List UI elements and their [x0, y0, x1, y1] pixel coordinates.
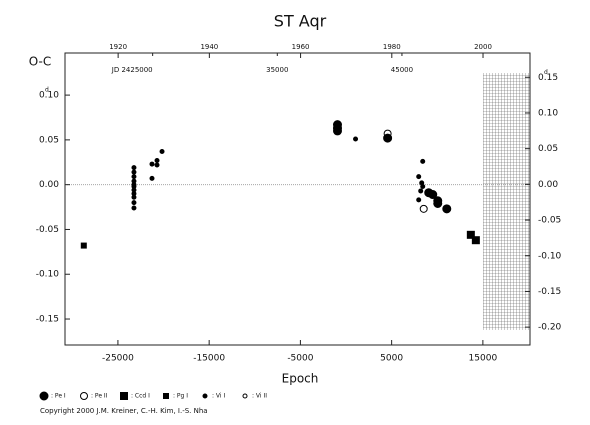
y-tick-label: 0.00 — [39, 180, 59, 190]
y2-tick-label: -0.15 — [538, 287, 561, 297]
legend-label: : Pe I — [51, 393, 66, 400]
x-tick-label: -15000 — [193, 354, 225, 364]
plot-frame — [64, 52, 531, 346]
y2-tick-label: -0.05 — [538, 216, 561, 226]
year-tick-label: 1960 — [292, 43, 310, 51]
y2-tick-label: 0.10 — [538, 108, 558, 118]
point — [159, 149, 165, 155]
point — [466, 230, 475, 239]
x-tick-label: 5000 — [380, 354, 403, 364]
y2-tick-label: 0.15 — [538, 73, 558, 83]
legend-label: : Pe II — [91, 393, 108, 400]
point — [131, 174, 137, 180]
point — [471, 236, 480, 245]
x-tick-label: -5000 — [287, 354, 313, 364]
point — [419, 204, 428, 213]
point — [131, 200, 137, 206]
legend-marker — [39, 391, 49, 401]
point — [131, 205, 137, 211]
y-unit: d — [45, 87, 49, 94]
legend-label: : Vi I — [212, 393, 225, 400]
y-tick-label: -0.05 — [36, 225, 59, 235]
future-region — [483, 73, 530, 330]
year-tick-label: 1980 — [383, 43, 401, 51]
y2-tick-label: 0.05 — [538, 144, 558, 154]
y-tick-label: -0.15 — [36, 315, 59, 325]
point — [332, 126, 342, 136]
year-tick-label: 1940 — [200, 43, 218, 51]
point — [433, 198, 443, 208]
point — [131, 165, 137, 171]
legend-marker — [80, 392, 88, 400]
legend-label: : Vi II — [252, 393, 267, 400]
point — [420, 158, 426, 164]
legend-marker — [202, 393, 208, 399]
legend-marker — [163, 393, 169, 399]
point — [149, 175, 155, 181]
year-tick-label: 1920 — [109, 43, 127, 51]
point — [416, 197, 422, 203]
y-tick-label: 0.10 — [39, 91, 59, 101]
y2-unit: d — [544, 69, 548, 76]
x-tick-label: 15000 — [469, 354, 498, 364]
point — [420, 183, 426, 189]
y-tick-label: 0.05 — [39, 135, 59, 145]
y2-tick-label: 0.00 — [538, 180, 558, 190]
legend-marker — [242, 393, 248, 399]
legend-label: : Ccd I — [131, 393, 150, 400]
point — [416, 174, 422, 180]
legend-marker — [120, 392, 128, 400]
jd-tick-label: 35000 — [266, 66, 288, 74]
point — [418, 188, 424, 194]
point — [80, 242, 87, 249]
x-axis-label: Epoch — [282, 372, 319, 386]
x-tick-label: -25000 — [102, 354, 134, 364]
point — [154, 162, 160, 168]
y-tick-label: -0.10 — [36, 270, 60, 280]
jd-tick-label: JD 2425000 — [111, 66, 153, 74]
copyright: Copyright 2000 J.M. Kreiner, C.-H. Kim, … — [40, 407, 208, 415]
y-axis-label: O-C — [29, 55, 52, 69]
point — [149, 161, 155, 167]
point — [383, 129, 392, 138]
point — [442, 204, 452, 214]
legend-label: : Pg I — [173, 393, 188, 400]
point — [131, 194, 137, 200]
y2-tick-label: -0.10 — [538, 251, 562, 261]
point — [131, 169, 137, 175]
point — [353, 136, 359, 142]
chart-title: ST Aqr — [274, 12, 327, 31]
jd-tick-label: 45000 — [391, 66, 413, 74]
point — [154, 157, 160, 163]
point — [428, 190, 438, 200]
year-tick-label: 2000 — [474, 43, 492, 51]
y2-tick-label: -0.20 — [538, 323, 562, 333]
